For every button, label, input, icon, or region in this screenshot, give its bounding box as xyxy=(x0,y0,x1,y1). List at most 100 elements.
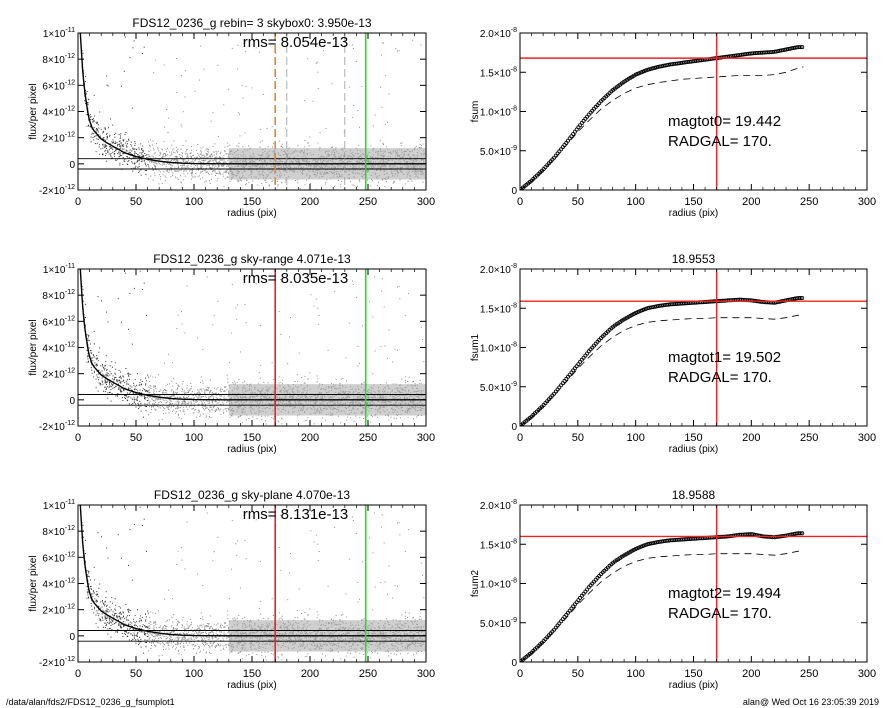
scatter-point xyxy=(107,152,109,153)
scatter-point xyxy=(95,151,97,153)
scatter-point xyxy=(357,346,359,347)
scatter-point xyxy=(124,382,126,384)
scatter-point xyxy=(214,156,216,158)
scatter-point xyxy=(177,396,178,398)
scatter-point xyxy=(281,417,283,419)
scatter-point xyxy=(343,131,345,133)
scatter-point xyxy=(112,142,114,144)
x-tick-label: 200 xyxy=(742,196,760,208)
scatter-point xyxy=(139,152,141,154)
scatter-point xyxy=(144,170,146,171)
scatter-point xyxy=(172,165,174,167)
scatter-point xyxy=(179,407,181,409)
scatter-point xyxy=(219,398,221,399)
scatter-point xyxy=(179,175,181,177)
scatter-point xyxy=(168,353,169,355)
scatter-point xyxy=(123,390,125,392)
scatter-point xyxy=(196,165,198,167)
scatter-point xyxy=(211,401,213,403)
scatter-point xyxy=(190,155,192,157)
scatter-point xyxy=(104,146,106,148)
scatter-point xyxy=(159,401,161,403)
scatter-point xyxy=(165,170,167,172)
scatter-point xyxy=(114,362,116,364)
scatter-point xyxy=(146,154,148,156)
scatter-point xyxy=(129,373,131,375)
scatter-point xyxy=(106,160,108,162)
scatter-point xyxy=(223,159,225,161)
scatter-point xyxy=(214,164,216,166)
scatter-point xyxy=(189,162,190,164)
scatter-point xyxy=(118,140,120,142)
scatter-point xyxy=(224,386,225,388)
scatter-point xyxy=(225,386,227,388)
scatter-point xyxy=(127,397,129,399)
scatter-point xyxy=(174,167,176,169)
scatter-point xyxy=(135,399,137,401)
scatter-point xyxy=(111,147,113,149)
scatter-point xyxy=(178,413,180,415)
scatter-point xyxy=(192,155,194,157)
scatter-point xyxy=(176,151,178,153)
scatter-point xyxy=(102,365,104,367)
scatter-point xyxy=(184,170,186,172)
scatter-point xyxy=(174,156,176,158)
scatter-point xyxy=(129,151,131,153)
scatter-point xyxy=(122,157,124,159)
scatter-point xyxy=(223,390,225,392)
scatter-point xyxy=(183,161,185,162)
scatter-point xyxy=(207,389,209,391)
scatter-point xyxy=(212,112,214,114)
scatter-point xyxy=(215,396,217,398)
scatter-point xyxy=(294,381,296,382)
scatter-point xyxy=(119,382,121,384)
scatter-point xyxy=(110,155,112,157)
scatter-point xyxy=(346,380,348,382)
scatter-point xyxy=(273,378,274,380)
scatter-point xyxy=(211,408,213,410)
scatter-point xyxy=(226,374,228,376)
scatter-point xyxy=(153,393,155,395)
scatter-point xyxy=(206,407,208,409)
scatter-point xyxy=(147,400,149,402)
scatter-point xyxy=(107,397,109,399)
scatter-point xyxy=(200,166,202,168)
scatter-point xyxy=(134,141,136,142)
scatter-point xyxy=(214,400,216,402)
scatter-point xyxy=(133,163,135,165)
scatter-point xyxy=(203,408,204,410)
scatter-point xyxy=(208,400,210,402)
scatter-point xyxy=(97,296,99,298)
scatter-point xyxy=(414,147,416,149)
scatter-point xyxy=(110,386,112,388)
scatter-point xyxy=(388,93,390,95)
scatter-point xyxy=(147,164,149,166)
scatter-point xyxy=(352,48,354,49)
x-tick-label: 200 xyxy=(301,196,319,208)
scatter-point xyxy=(374,276,375,278)
scatter-point xyxy=(355,186,357,188)
scatter-point xyxy=(159,159,161,160)
scatter-point xyxy=(356,185,358,187)
scatter-point xyxy=(237,416,239,418)
scatter-point xyxy=(148,154,150,156)
scatter-point xyxy=(138,160,140,162)
scatter-point xyxy=(176,163,178,165)
scatter-point xyxy=(91,357,93,359)
scatter-point xyxy=(122,139,124,141)
scatter-point xyxy=(137,160,139,162)
scatter-point xyxy=(191,172,193,174)
scatter-point xyxy=(252,180,254,182)
scatter-point xyxy=(170,406,172,408)
scatter-point xyxy=(196,156,198,158)
scatter-point xyxy=(210,154,212,155)
scatter-point xyxy=(202,388,204,390)
scatter-point xyxy=(307,142,309,144)
scatter-point xyxy=(101,380,103,382)
x-tick-label: 150 xyxy=(243,196,261,208)
scatter-point xyxy=(123,144,125,146)
scatter-point xyxy=(273,142,274,144)
scatter-point xyxy=(173,378,175,380)
scatter-point xyxy=(415,146,417,148)
scatter-point xyxy=(224,390,226,392)
